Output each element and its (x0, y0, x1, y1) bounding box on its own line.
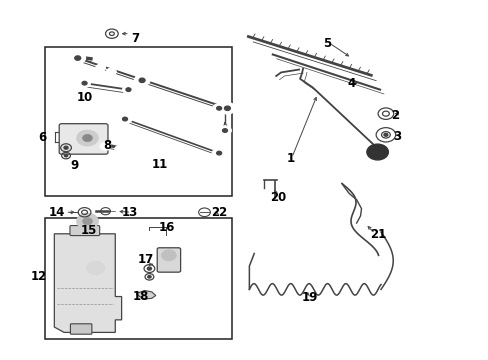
Circle shape (79, 79, 90, 87)
Text: 4: 4 (347, 77, 355, 90)
Text: 10: 10 (76, 91, 92, 104)
Circle shape (212, 104, 225, 113)
Text: 6: 6 (39, 131, 47, 144)
Circle shape (222, 129, 227, 132)
Circle shape (147, 276, 151, 278)
Circle shape (212, 148, 225, 158)
Polygon shape (54, 234, 122, 332)
Circle shape (64, 154, 67, 157)
Circle shape (134, 75, 150, 86)
Text: 18: 18 (132, 290, 148, 303)
Text: 2: 2 (390, 109, 398, 122)
Text: 19: 19 (302, 291, 318, 304)
Text: 7: 7 (131, 32, 139, 45)
Circle shape (87, 261, 104, 274)
Circle shape (96, 64, 105, 71)
Circle shape (82, 81, 87, 85)
Text: 21: 21 (369, 228, 386, 241)
Circle shape (219, 103, 235, 114)
Circle shape (77, 130, 98, 146)
Circle shape (106, 68, 116, 75)
Text: 15: 15 (81, 224, 97, 237)
Circle shape (82, 134, 92, 141)
Text: 9: 9 (70, 159, 79, 172)
Text: 16: 16 (159, 221, 175, 234)
Circle shape (100, 142, 111, 150)
FancyBboxPatch shape (70, 226, 100, 235)
Circle shape (122, 117, 127, 121)
Circle shape (126, 88, 131, 91)
FancyBboxPatch shape (157, 248, 180, 272)
Circle shape (64, 146, 68, 149)
Text: 3: 3 (392, 130, 401, 144)
Text: 14: 14 (48, 207, 65, 220)
Text: 17: 17 (137, 253, 153, 266)
FancyBboxPatch shape (59, 124, 108, 154)
Polygon shape (136, 291, 156, 299)
Text: 12: 12 (31, 270, 47, 283)
Circle shape (77, 213, 98, 229)
Circle shape (139, 78, 145, 82)
Circle shape (118, 114, 132, 124)
Circle shape (147, 267, 151, 270)
Circle shape (75, 56, 81, 60)
Text: 13: 13 (122, 207, 138, 220)
Circle shape (218, 126, 231, 135)
Circle shape (383, 134, 387, 136)
FancyBboxPatch shape (70, 324, 92, 334)
Text: 1: 1 (286, 152, 294, 165)
Circle shape (70, 52, 85, 64)
Circle shape (82, 218, 92, 225)
Text: 5: 5 (323, 36, 331, 50)
Circle shape (122, 85, 134, 94)
Text: 20: 20 (270, 191, 286, 204)
Circle shape (161, 250, 176, 261)
Text: 11: 11 (152, 158, 168, 171)
Bar (44, 219, 232, 338)
Circle shape (115, 145, 125, 153)
Circle shape (366, 144, 387, 160)
Text: 22: 22 (211, 207, 227, 220)
Bar (44, 47, 232, 196)
Circle shape (216, 151, 221, 155)
Circle shape (216, 107, 221, 110)
Circle shape (224, 106, 230, 111)
Text: 8: 8 (103, 139, 111, 152)
